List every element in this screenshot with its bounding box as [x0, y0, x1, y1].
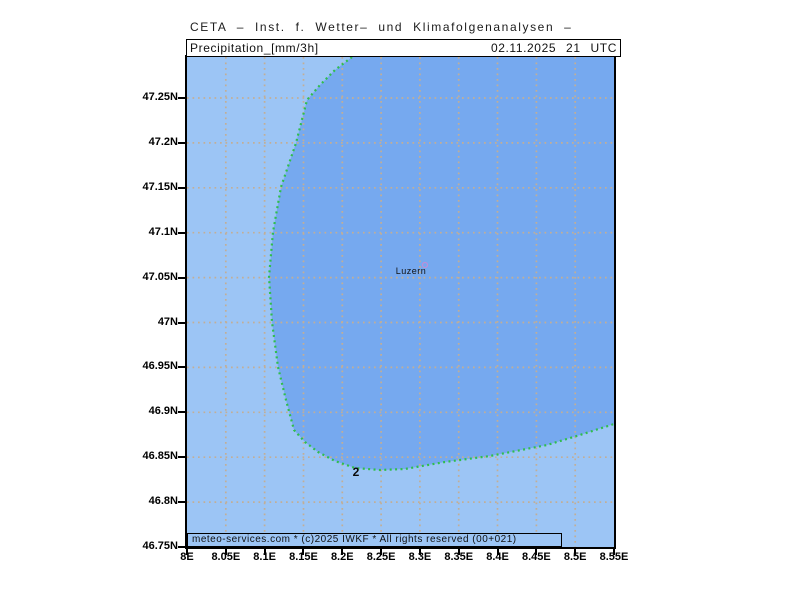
- lon-tick-label: 8.4E: [486, 551, 509, 563]
- lon-tick-label: 8.15E: [289, 551, 318, 563]
- lat-tick-mark: [178, 276, 185, 279]
- lat-tick-mark: [178, 366, 185, 369]
- lat-tick-label: 47.25N: [142, 91, 178, 103]
- lon-tick-label: 8.5E: [563, 551, 587, 563]
- lat-tick-label: 46.8N: [148, 495, 178, 508]
- lat-tick-label: 47.15N: [142, 180, 178, 193]
- city-marker-luzern: [421, 261, 429, 269]
- lon-tick-label: 8.3E: [408, 551, 432, 563]
- lat-tick-mark: [178, 321, 185, 324]
- lat-tick-mark: [178, 231, 185, 234]
- lat-tick-label: 46.95N: [142, 360, 178, 373]
- datetime-label: 02.11.2025 21 UTC: [490, 41, 617, 55]
- page-title: CETA – Inst. f. Wetter– und Klimafolgena…: [190, 20, 573, 34]
- lon-tick-label: 8.45E: [521, 551, 551, 563]
- lat-tick-label: 46.9N: [148, 405, 178, 418]
- lon-tick-mark: [263, 549, 266, 555]
- lat-tick-mark: [178, 501, 185, 504]
- lon-tick-label: 8E: [180, 551, 194, 563]
- lat-tick-label: 47.05N: [142, 270, 178, 283]
- lon-tick-mark: [418, 549, 421, 555]
- precip-shaded-region: [269, 57, 614, 470]
- lon-tick-label: 8.05E: [211, 551, 241, 563]
- lon-tick-mark: [302, 549, 305, 555]
- city-label-luzern: Luzern: [395, 266, 427, 276]
- lat-tick-label: 46.85N: [142, 450, 178, 463]
- lon-tick-mark: [496, 549, 499, 555]
- lon-tick-label: 8.25E: [366, 551, 396, 563]
- lat-tick-label: 47.2N: [148, 135, 178, 148]
- lon-tick-label: 8.55E: [599, 551, 629, 563]
- lon-tick-mark: [380, 549, 383, 555]
- lat-tick-mark: [178, 97, 185, 99]
- lat-tick-label: 47.1N: [148, 225, 178, 238]
- precipitation-field-svg: [187, 57, 614, 547]
- lon-tick-label: 8.35E: [444, 551, 474, 563]
- lon-tick-mark: [186, 549, 188, 555]
- lon-tick-mark: [341, 549, 344, 555]
- copyright-bar: meteo-services.com * (c)2025 IWKF * All …: [187, 533, 562, 547]
- lat-tick-label: 47N: [157, 315, 178, 328]
- lon-tick-label: 8.1E: [253, 551, 276, 563]
- lat-tick-mark: [178, 411, 185, 414]
- lat-tick-mark: [178, 186, 185, 189]
- lon-tick-mark: [224, 549, 227, 555]
- product-header: Precipitation_[mm/3h] 02.11.2025 21 UTC: [186, 39, 621, 57]
- lat-tick-mark: [178, 456, 185, 459]
- lon-tick-label: 8.2E: [330, 551, 354, 563]
- lat-tick-label: 46.75N: [142, 540, 178, 552]
- map-plot-area: Luzern 2 meteo-services.com * (c)2025 IW…: [185, 55, 616, 549]
- contour-value-label: 2: [352, 465, 360, 479]
- lon-tick-mark: [535, 549, 538, 555]
- lat-tick-mark: [178, 546, 185, 548]
- lon-tick-mark: [613, 549, 615, 555]
- contour-line-2mm: [267, 57, 614, 472]
- product-label: Precipitation_[mm/3h]: [190, 41, 319, 55]
- lat-tick-mark: [178, 141, 185, 144]
- lon-tick-mark: [574, 549, 577, 555]
- lon-tick-mark: [457, 549, 460, 555]
